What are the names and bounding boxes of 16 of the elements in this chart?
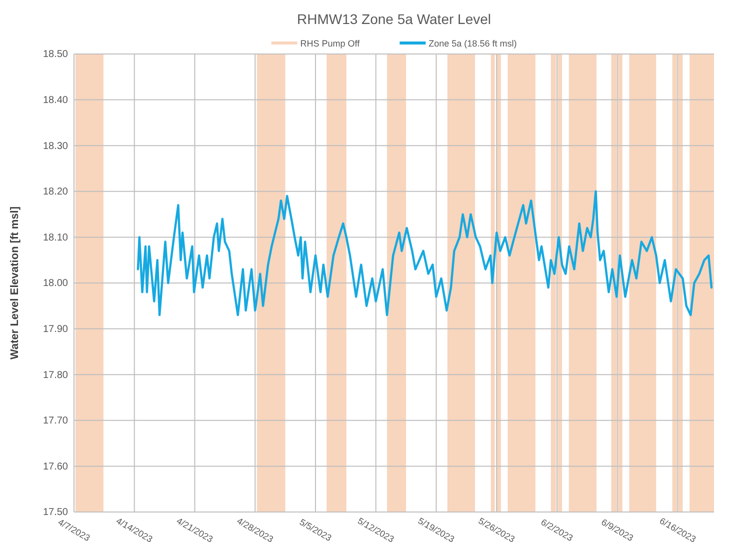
y-tick-label: 17.90 [42,324,68,335]
y-tick-label: 18.40 [42,95,68,106]
line-series [136,190,713,316]
chart-title: RHMW13 Zone 5a Water Level [297,11,491,27]
y-tick-label: 18.50 [42,49,68,60]
y-tick-label: 17.60 [42,461,68,472]
y-tick-label: 18.10 [42,232,68,244]
legend-label: RHS Pump Off [300,38,360,48]
y-tick-label: 17.80 [42,370,68,381]
y-tick-label: 18.00 [42,278,68,290]
y-tick-label: 17.50 [42,507,68,518]
legend-label: Zone 5a (18.56 ft msl) [428,38,517,48]
y-tick-label: 18.20 [42,186,68,198]
y-axis-title: Water Level Elevation [ft msl] [9,206,21,360]
y-tick-label: 17.70 [42,416,68,427]
y-tick-label: 18.30 [42,140,68,152]
